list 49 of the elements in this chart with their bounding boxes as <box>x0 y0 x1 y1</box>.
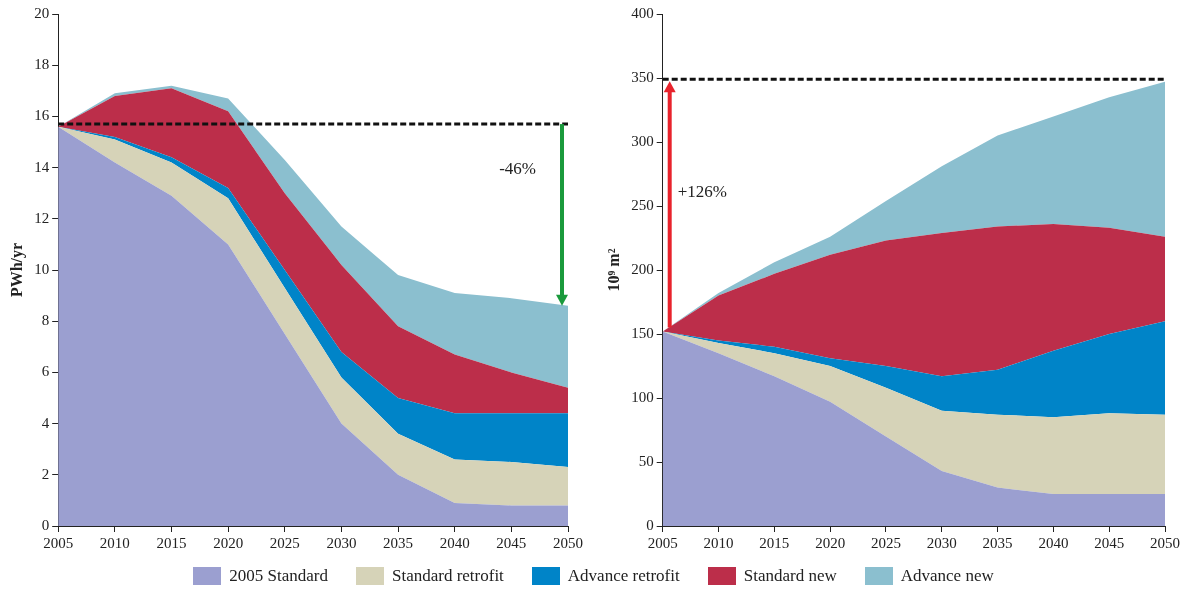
y-tick-label: 100 <box>631 388 654 405</box>
y-tick-label: 16 <box>34 107 50 124</box>
y-tick-label: 12 <box>34 209 50 226</box>
x-tick-label: 2035 <box>383 534 414 551</box>
x-tick-label: 2030 <box>926 534 957 551</box>
y-axis-title: PWh/yr <box>7 242 26 298</box>
y-tick-label: 8 <box>41 312 50 329</box>
y-tick-label: 0 <box>646 516 654 533</box>
legend-label: Standard new <box>743 566 837 586</box>
x-tick-label: 2005 <box>647 534 678 551</box>
x-tick-label: 2030 <box>326 534 357 551</box>
x-tick-label: 2020 <box>815 534 846 551</box>
annotation: -46% <box>499 158 536 178</box>
y-tick-label: 200 <box>631 260 654 277</box>
y-tick-label: 0 <box>41 516 50 533</box>
y-tick-label: 10 <box>34 260 50 277</box>
x-tick-label: 2015 <box>759 534 790 551</box>
x-tick-label: 2045 <box>496 534 527 551</box>
y-tick-label: 14 <box>34 158 50 175</box>
y-tick-label: 150 <box>631 324 654 341</box>
y-tick-label: 300 <box>631 132 654 149</box>
x-tick-label: 2015 <box>156 534 187 551</box>
x-tick-label: 2025 <box>870 534 901 551</box>
y-tick-label: 18 <box>34 56 50 73</box>
x-tick-label: 2005 <box>43 534 74 551</box>
x-tick-label: 2040 <box>439 534 470 551</box>
y-tick-label: 250 <box>631 196 654 213</box>
y-tick-label: 6 <box>41 363 50 380</box>
x-tick-label: 2010 <box>99 534 130 551</box>
legend-label: 2005 Standard <box>229 566 328 586</box>
y-tick-label: 350 <box>631 68 654 85</box>
x-tick-label: 2035 <box>982 534 1013 551</box>
x-tick-label: 2045 <box>1094 534 1125 551</box>
y-tick-label: 400 <box>631 4 654 21</box>
y-tick-label: 2 <box>41 465 50 482</box>
x-tick-label: 2010 <box>703 534 734 551</box>
legend-label: Advance retrofit <box>567 566 680 586</box>
x-tick-label: 2050 <box>553 534 583 551</box>
legend-label: Advance new <box>900 566 994 586</box>
x-tick-label: 2040 <box>1038 534 1069 551</box>
x-tick-label: 2025 <box>269 534 300 551</box>
legend-label: Standard retrofit <box>391 566 504 586</box>
x-tick-label: 2020 <box>213 534 244 551</box>
y-tick-label: 20 <box>34 4 50 21</box>
x-tick-label: 2050 <box>1150 534 1180 551</box>
annotation: +126% <box>677 181 727 201</box>
y-axis-title: 10⁹ m² <box>604 248 622 292</box>
y-tick-label: 50 <box>638 452 654 469</box>
y-tick-label: 4 <box>41 414 50 431</box>
